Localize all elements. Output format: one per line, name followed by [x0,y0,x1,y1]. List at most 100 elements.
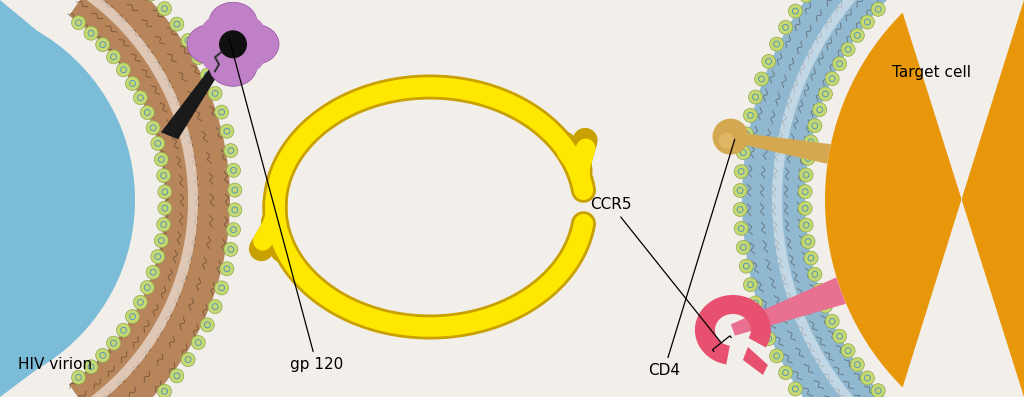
Circle shape [117,63,130,77]
Ellipse shape [202,15,240,48]
Circle shape [170,17,184,31]
Ellipse shape [226,15,265,48]
Circle shape [84,26,98,40]
Circle shape [719,133,734,148]
Text: CCR5: CCR5 [590,197,731,351]
Text: CD4: CD4 [648,139,735,378]
Circle shape [871,2,885,16]
Circle shape [157,218,171,231]
Circle shape [713,119,749,154]
Circle shape [208,300,222,314]
Circle shape [734,222,749,235]
Circle shape [219,30,247,58]
Circle shape [825,314,839,328]
Circle shape [191,335,205,349]
Circle shape [850,358,864,372]
Circle shape [151,137,165,150]
Circle shape [734,164,749,179]
Circle shape [841,42,855,56]
Circle shape [762,331,775,346]
Circle shape [155,152,168,166]
Circle shape [801,151,815,166]
Circle shape [739,127,754,141]
Circle shape [157,169,171,183]
Circle shape [155,233,168,248]
Text: gp 120: gp 120 [228,37,343,372]
Circle shape [133,91,147,105]
Circle shape [158,2,171,15]
Circle shape [860,15,874,29]
Circle shape [762,54,775,68]
Circle shape [215,281,228,295]
Circle shape [736,240,751,254]
Circle shape [778,20,793,35]
Circle shape [739,259,754,273]
Circle shape [808,119,822,133]
Circle shape [860,371,874,385]
Circle shape [208,87,222,100]
Circle shape [804,251,818,265]
Circle shape [733,202,748,216]
Circle shape [191,50,205,64]
Circle shape [170,369,184,383]
Polygon shape [825,0,1024,397]
Circle shape [181,353,196,366]
Circle shape [126,310,139,324]
Polygon shape [82,0,198,397]
Circle shape [813,103,826,117]
Circle shape [126,77,139,91]
Polygon shape [731,278,846,335]
Circle shape [220,124,233,138]
Circle shape [799,0,813,2]
Polygon shape [161,69,217,139]
Circle shape [799,168,813,182]
Circle shape [833,329,847,343]
Ellipse shape [209,46,257,86]
Circle shape [749,296,763,310]
Circle shape [215,105,228,119]
Circle shape [158,384,171,397]
Circle shape [146,121,160,135]
Circle shape [84,360,98,374]
Circle shape [755,72,769,86]
Circle shape [151,250,165,264]
Circle shape [117,323,130,337]
Circle shape [224,242,238,256]
Circle shape [788,4,803,18]
Circle shape [798,201,812,215]
Ellipse shape [202,41,240,73]
Polygon shape [695,295,771,364]
Ellipse shape [231,24,279,64]
Ellipse shape [187,24,236,64]
Circle shape [181,33,196,48]
Ellipse shape [226,41,265,73]
Circle shape [813,283,826,297]
Text: HIV virion: HIV virion [18,357,92,372]
Circle shape [871,384,885,397]
Circle shape [140,106,155,119]
Polygon shape [743,347,768,375]
Circle shape [743,108,758,122]
Circle shape [227,183,242,197]
Circle shape [106,50,121,64]
Circle shape [798,185,812,198]
Circle shape [818,87,833,101]
Ellipse shape [209,2,257,42]
Polygon shape [0,0,135,397]
Polygon shape [742,0,889,397]
Circle shape [755,314,769,328]
Circle shape [95,38,110,52]
Circle shape [201,318,214,332]
Circle shape [72,16,86,30]
Circle shape [788,382,803,396]
Circle shape [825,71,839,86]
Circle shape [158,185,172,199]
Circle shape [158,201,172,215]
Circle shape [770,349,783,363]
Circle shape [736,146,751,160]
Circle shape [226,223,241,237]
Circle shape [72,370,86,384]
Polygon shape [772,0,872,397]
Circle shape [770,37,783,51]
Circle shape [804,135,818,149]
